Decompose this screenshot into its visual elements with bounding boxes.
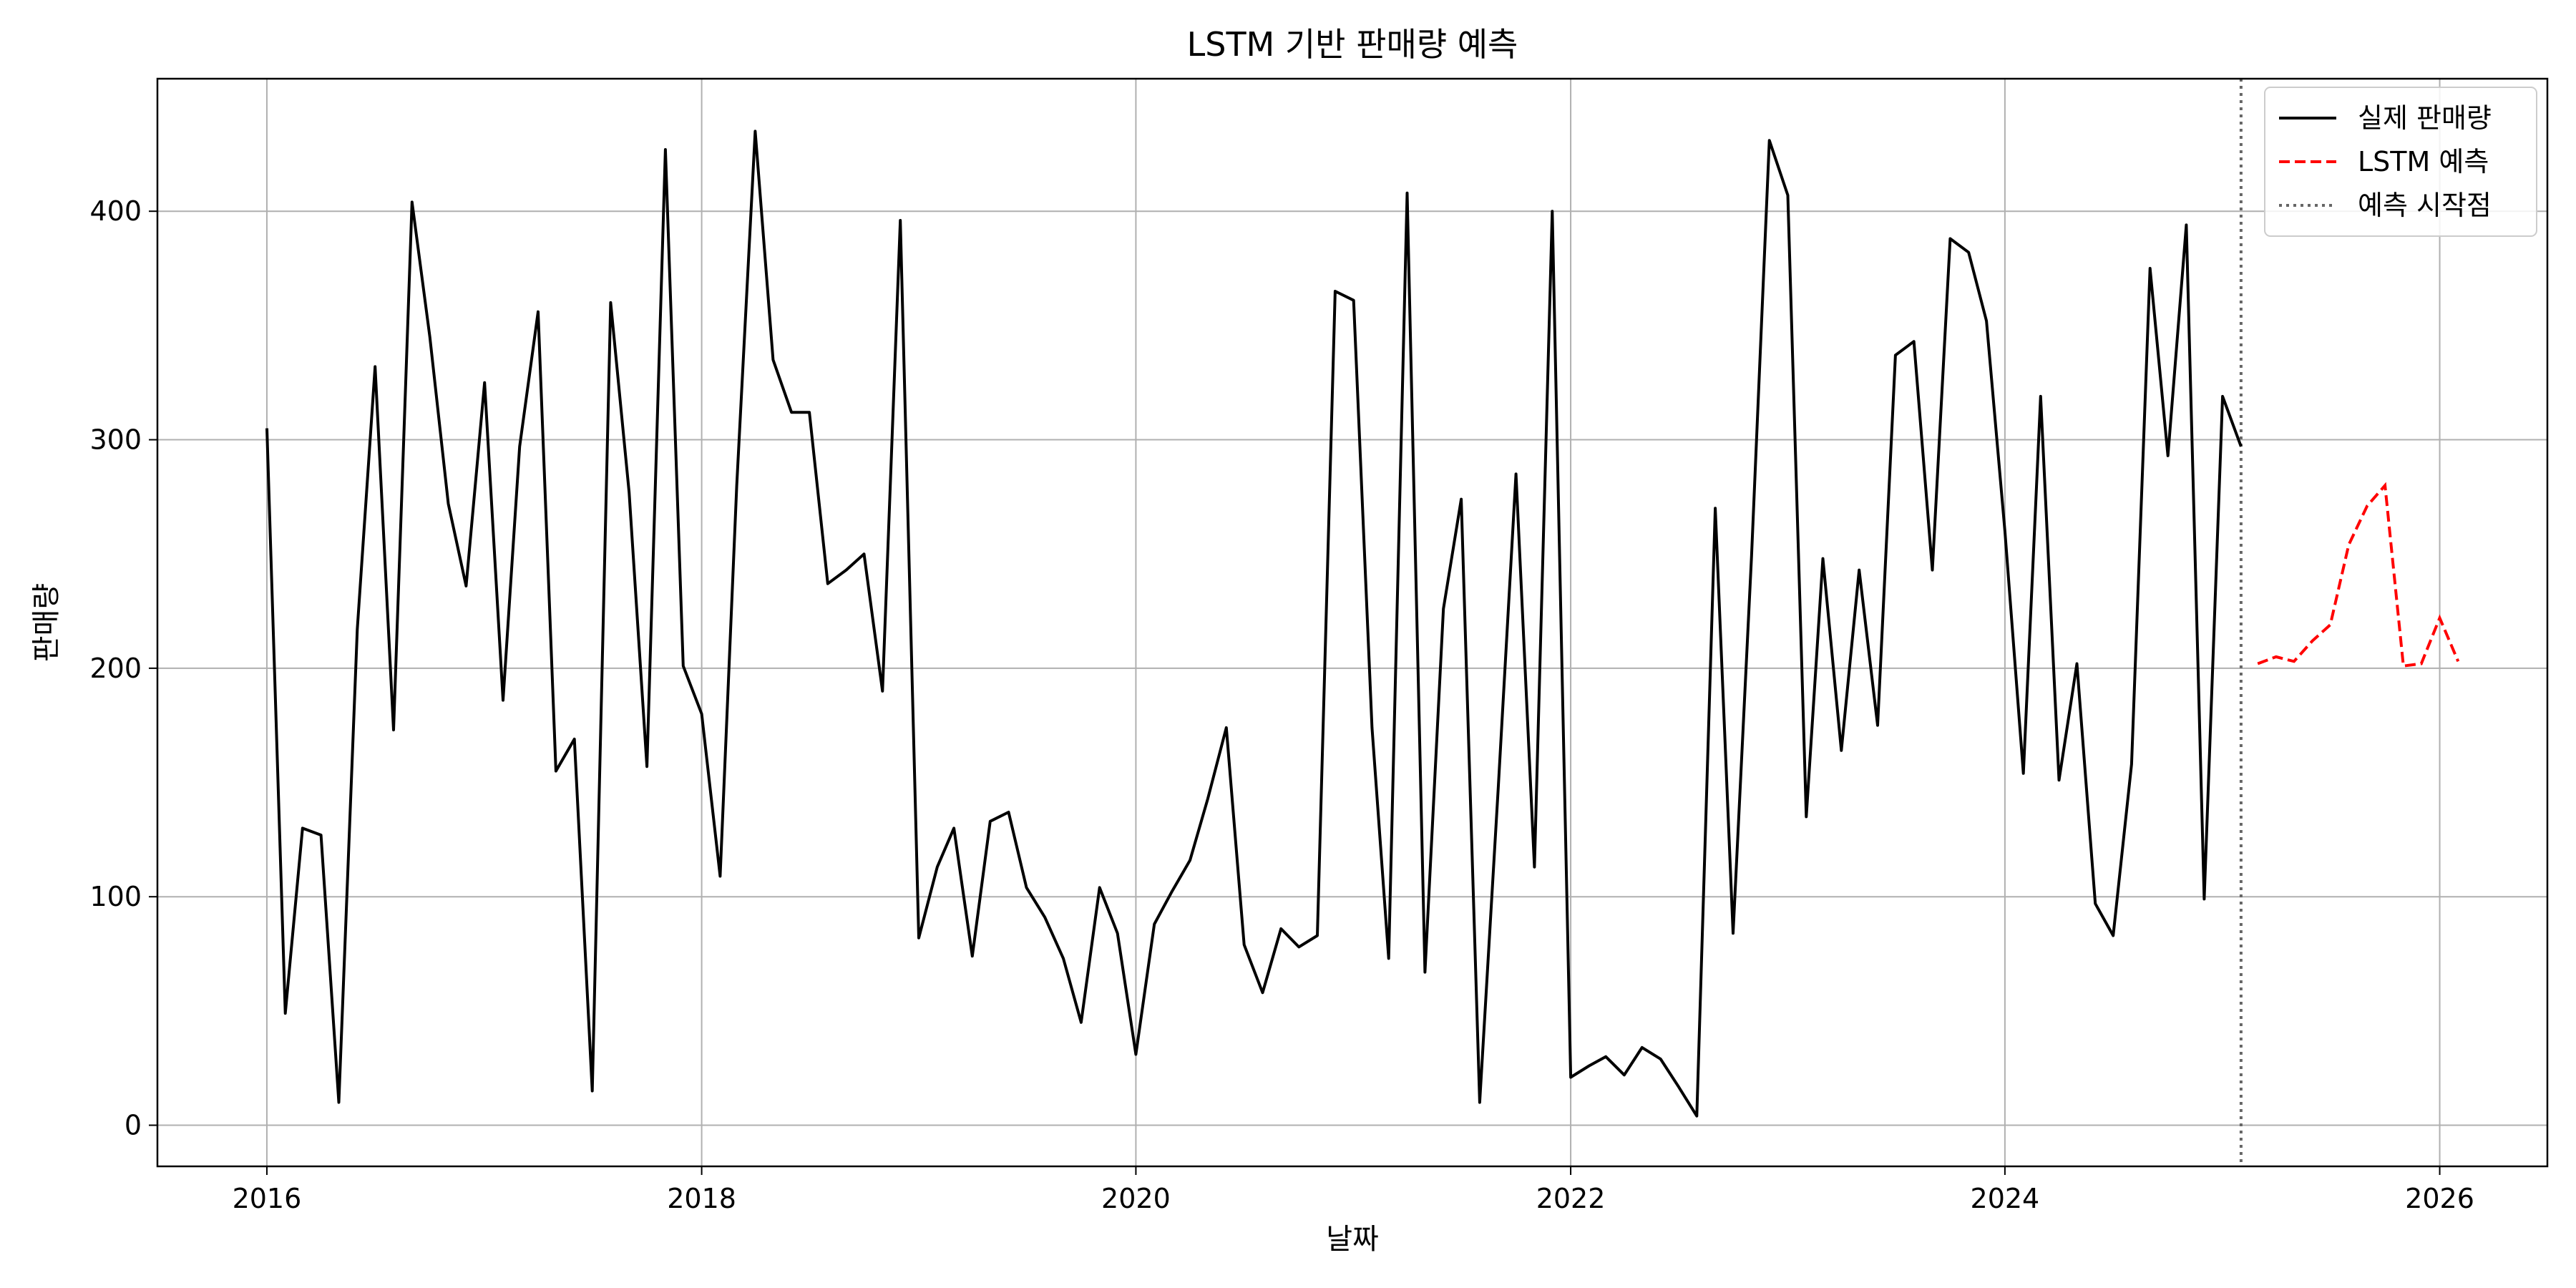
axis-ticks: 2016 2018 2020 2022 2024 2026 0 100 200 300 400 [89,195,2474,1214]
legend-box [2264,87,2537,237]
legend-label-actual: 실제 판매량 [2358,102,2492,134]
x-axis-title: 날짜 [1326,1223,1379,1256]
x-tick-label: 2022 [1536,1183,1606,1214]
y-axis-title: 판매량 [30,583,63,662]
y-tick-label: 400 [89,195,142,227]
legend-label-forecast: LSTM 예측 [2358,146,2489,177]
chart-title: LSTM 기반 판매량 예측 [1187,25,1518,64]
x-tick-label: 2018 [667,1183,736,1214]
legend: 실제 판매량 LSTM 예측 예측 시작점 [2264,87,2537,237]
x-tick-label: 2016 [233,1183,302,1214]
x-tick-label: 2026 [2405,1183,2474,1214]
y-tick-label: 200 [89,653,142,684]
legend-label-forecast-start: 예측 시작점 [2358,190,2492,221]
x-tick-label: 2020 [1101,1183,1171,1214]
y-tick-label: 0 [125,1110,142,1141]
y-tick-label: 300 [89,424,142,456]
lstm-forecast-line [2257,482,2460,668]
grid [157,79,2547,1166]
x-tick-label: 2024 [1971,1183,2040,1214]
actual-sales-line [265,130,2243,1118]
plot-data [265,79,2460,1166]
plot-frame [156,77,2549,1168]
y-tick-label: 100 [89,881,142,912]
